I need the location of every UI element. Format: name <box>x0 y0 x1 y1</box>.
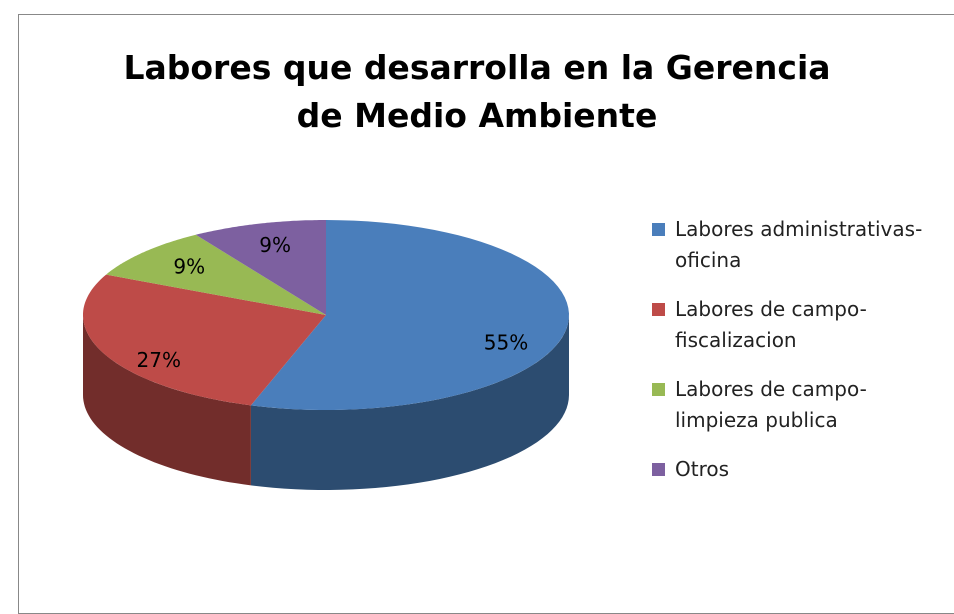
legend-label: Labores administrativas-oficina <box>675 217 923 272</box>
chart-title: Labores que desarrolla en la Gerencia de… <box>123 48 831 135</box>
legend-label: Otros <box>675 457 730 481</box>
slice <box>250 220 569 410</box>
legend-entry: Otros <box>652 454 942 485</box>
data-label: 9% <box>259 233 291 257</box>
legend-entry: Labores de campo-limpieza publica <box>652 374 942 436</box>
slice <box>106 234 326 315</box>
legend-swatch <box>652 463 665 476</box>
legend-entry: Labores administrativas-oficina <box>652 214 942 276</box>
legend-entry: Labores de campo-fiscalizacion <box>652 294 942 356</box>
page: Labores que desarrolla en la Gerencia de… <box>18 14 954 614</box>
data-label: 27% <box>137 348 181 372</box>
legend-label: Labores de campo-fiscalizacion <box>675 297 867 352</box>
slice <box>195 220 326 315</box>
data-label: 9% <box>173 254 205 278</box>
legend-swatch <box>652 383 665 396</box>
slice <box>83 274 326 406</box>
slice-side <box>83 315 251 486</box>
slice-side <box>250 315 569 490</box>
data-label: 55% <box>484 331 528 355</box>
legend-label: Labores de campo-limpieza publica <box>675 377 867 432</box>
legend-swatch <box>652 303 665 316</box>
legend-swatch <box>652 223 665 236</box>
chart: 55% 27% 9% 9% <box>83 220 569 490</box>
